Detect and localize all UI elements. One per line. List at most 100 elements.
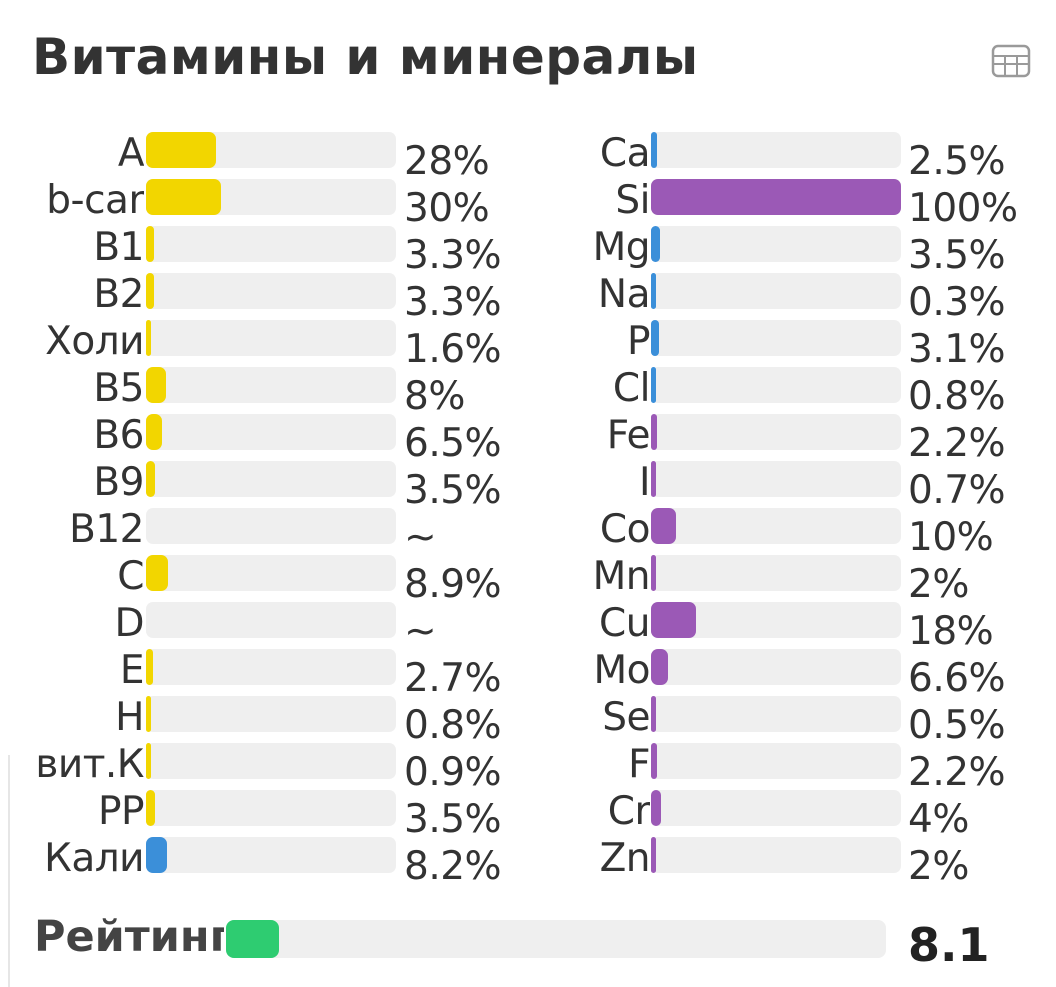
vitamin-percent: 3.5%: [404, 797, 502, 842]
vitamin-row: PP 3.5%: [0, 788, 520, 842]
vitamin-bar: [146, 226, 396, 262]
mineral-percent: 2%: [908, 562, 969, 607]
mineral-bar-fill: [651, 837, 656, 873]
vitamin-bar: [146, 179, 396, 215]
vitamin-bar-fill: [146, 555, 168, 591]
mineral-bar-fill: [651, 508, 676, 544]
vitamin-label: H: [115, 696, 144, 740]
mineral-bar: [651, 743, 901, 779]
vitamin-bar: [146, 555, 396, 591]
vitamin-row: C 8.9%: [0, 553, 520, 607]
mineral-bar-fill: [651, 226, 660, 262]
vitamin-row: b-car 30%: [0, 177, 520, 231]
vitamin-percent: 3.3%: [404, 233, 502, 278]
vitamin-row: H 0.8%: [0, 694, 520, 748]
vitamin-row: B1 3.3%: [0, 224, 520, 278]
vitamin-label: C: [117, 555, 144, 599]
mineral-bar-fill: [651, 273, 656, 309]
vitamin-bar-fill: [146, 367, 166, 403]
vitamin-bar: [146, 602, 396, 638]
mineral-percent: 0.3%: [908, 280, 1006, 325]
mineral-percent: 4%: [908, 797, 969, 842]
vitamin-row: B9 3.5%: [0, 459, 520, 513]
mineral-row: Mg 3.5%: [520, 224, 1056, 278]
vitamin-bar-fill: [146, 649, 153, 685]
vitamin-row: E 2.7%: [0, 647, 520, 701]
mineral-label: Mg: [592, 226, 650, 270]
mineral-row: Se 0.5%: [520, 694, 1056, 748]
mineral-bar-fill: [651, 367, 656, 403]
vitamin-label: A: [117, 132, 144, 176]
mineral-percent: 0.5%: [908, 703, 1006, 748]
mineral-row: Mn 2%: [520, 553, 1056, 607]
mineral-row: Si 100%: [520, 177, 1056, 231]
mineral-bar: [651, 837, 901, 873]
vitamin-percent: 6.5%: [404, 421, 502, 466]
vitamin-bar: [146, 132, 396, 168]
rating-value: 8.1: [908, 918, 990, 972]
mineral-percent: 2.5%: [908, 139, 1006, 184]
vitamin-label: Холи: [45, 320, 144, 364]
mineral-bar: [651, 696, 901, 732]
mineral-percent: 2.2%: [908, 750, 1006, 795]
vitamin-row: Кали 8.2%: [0, 835, 520, 889]
mineral-label: Na: [597, 273, 650, 317]
vitamin-percent: 8.2%: [404, 844, 502, 889]
vitamin-bar-fill: [146, 461, 155, 497]
mineral-bar-fill: [651, 320, 659, 356]
mineral-bar: [651, 132, 901, 168]
mineral-row: Cl 0.8%: [520, 365, 1056, 419]
vitamin-percent: 1.6%: [404, 327, 502, 372]
mineral-bar: [651, 273, 901, 309]
vitamin-percent: 3.5%: [404, 468, 502, 513]
mineral-bar-fill: [651, 555, 656, 591]
vitamin-bar-fill: [146, 179, 221, 215]
vitamin-row: B5 8%: [0, 365, 520, 419]
mineral-percent: 3.5%: [908, 233, 1006, 278]
rating-bar-fill: [226, 920, 279, 958]
vitamin-bar-fill: [146, 226, 154, 262]
mineral-label: Zn: [599, 837, 650, 881]
vitamin-percent: 3.3%: [404, 280, 502, 325]
vitamin-bar: [146, 649, 396, 685]
table-icon[interactable]: [990, 42, 1032, 80]
mineral-label: Mn: [592, 555, 650, 599]
vitamin-bar: [146, 790, 396, 826]
mineral-bar-fill: [651, 179, 901, 215]
mineral-label: Cr: [607, 790, 650, 834]
mineral-bar-fill: [651, 414, 657, 450]
mineral-row: Cu 18%: [520, 600, 1056, 654]
mineral-label: P: [626, 320, 650, 364]
mineral-bar: [651, 320, 901, 356]
mineral-label: Mo: [593, 649, 650, 693]
mineral-row: Cr 4%: [520, 788, 1056, 842]
vitamin-label: b-car: [46, 179, 144, 223]
mineral-row: Fe 2.2%: [520, 412, 1056, 466]
mineral-bar-fill: [651, 696, 656, 732]
vitamin-label: вит.К: [35, 743, 144, 787]
mineral-bar: [651, 555, 901, 591]
mineral-bar: [651, 602, 901, 638]
mineral-row: I 0.7%: [520, 459, 1056, 513]
mineral-row: Co 10%: [520, 506, 1056, 560]
vitamin-label: D: [114, 602, 144, 646]
vitamin-bar-fill: [146, 743, 151, 779]
vitamin-label: B5: [93, 367, 144, 411]
vitamin-bar: [146, 696, 396, 732]
mineral-percent: 6.6%: [908, 656, 1006, 701]
mineral-row: Na 0.3%: [520, 271, 1056, 325]
vitamin-bar-fill: [146, 320, 151, 356]
vitamin-label: Кали: [44, 837, 144, 881]
vitamin-label: B12: [69, 508, 144, 552]
vitamin-bar-fill: [146, 837, 167, 873]
vitamin-percent: 8.9%: [404, 562, 502, 607]
vitamin-bar: [146, 273, 396, 309]
mineral-label: Co: [599, 508, 650, 552]
divider: [8, 755, 10, 987]
mineral-percent: 18%: [908, 609, 994, 654]
vitamin-percent: 0.9%: [404, 750, 502, 795]
vitamin-percent: 2.7%: [404, 656, 502, 701]
mineral-percent: 0.8%: [908, 374, 1006, 419]
mineral-percent: 10%: [908, 515, 994, 560]
vitamin-row: B6 6.5%: [0, 412, 520, 466]
